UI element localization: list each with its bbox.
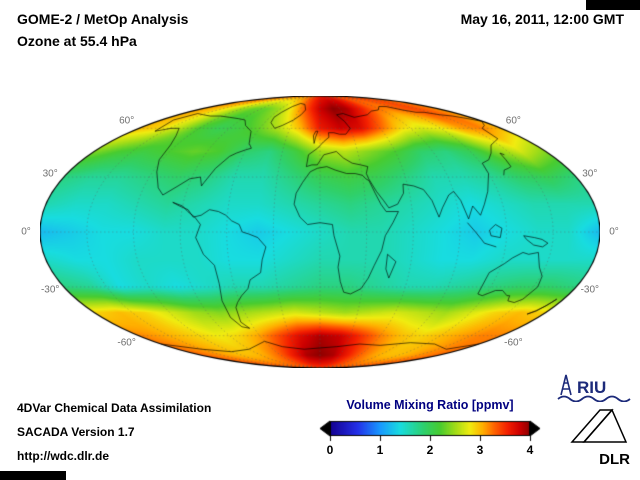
colorbar-tick-label: 1 bbox=[376, 443, 384, 457]
riu-logo: RIU bbox=[557, 374, 631, 402]
colorbar bbox=[318, 420, 542, 442]
latitude-label: -60° bbox=[117, 337, 136, 349]
latitude-label: 30° bbox=[42, 168, 58, 180]
latitude-label: 0° bbox=[609, 226, 619, 238]
latitude-label: 0° bbox=[21, 226, 31, 238]
latitude-label: -60° bbox=[504, 337, 523, 349]
riu-tower-icon bbox=[560, 374, 572, 396]
latitude-label: -30° bbox=[580, 284, 600, 296]
figure-subtitle: Ozone at 55.4 hPa bbox=[17, 33, 137, 49]
riu-wave-icon bbox=[557, 395, 631, 402]
colorbar-tick-label: 4 bbox=[526, 443, 534, 457]
footer-assimilation-text: 4DVar Chemical Data Assimilation bbox=[17, 401, 212, 415]
latitude-label: 30° bbox=[582, 168, 598, 180]
colorbar-tick-label: 0 bbox=[326, 443, 334, 457]
footer-url-text: http://wdc.dlr.de bbox=[17, 449, 109, 463]
colorbar-label: Volume Mixing Ratio [ppmv] bbox=[346, 398, 514, 412]
figure-datetime: May 16, 2011, 12:00 GMT bbox=[460, 11, 624, 27]
colorbar-tick-label: 3 bbox=[476, 443, 484, 457]
world-ozone-map bbox=[40, 96, 600, 368]
dlr-logo: DLR bbox=[570, 408, 630, 468]
dlr-wing-icon bbox=[570, 408, 628, 443]
dlr-wordmark: DLR bbox=[599, 451, 630, 468]
latitude-label: 60° bbox=[505, 115, 521, 127]
footer-version-text: SACADA Version 1.7 bbox=[17, 425, 135, 439]
latitude-label: 60° bbox=[119, 115, 135, 127]
figure-title: GOME-2 / MetOp Analysis bbox=[17, 11, 189, 27]
top-right-black-bar bbox=[586, 0, 640, 10]
riu-wordmark: RIU bbox=[577, 378, 606, 397]
colorbar-tick-label: 2 bbox=[426, 443, 434, 457]
bottom-left-black-bar bbox=[0, 471, 66, 480]
latitude-label: -30° bbox=[40, 284, 60, 296]
